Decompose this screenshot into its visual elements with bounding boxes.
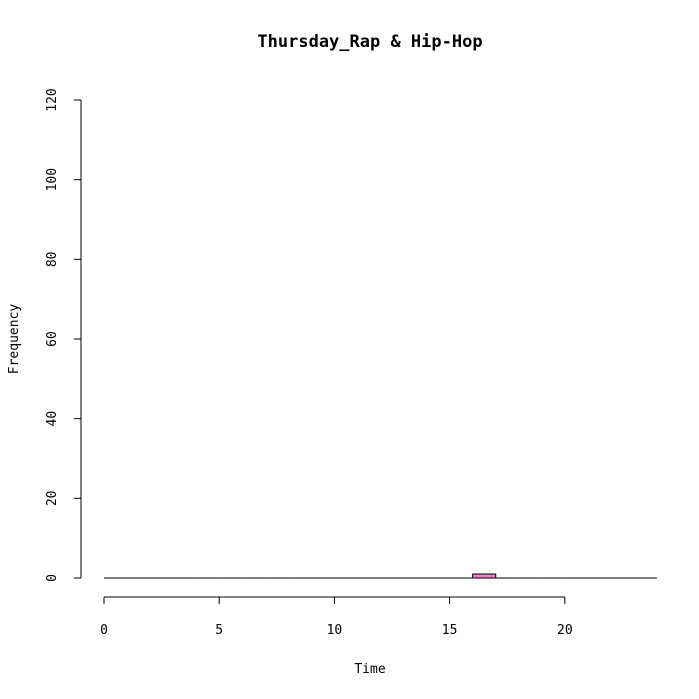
y-tick-label: 100 xyxy=(45,168,60,191)
y-tick-label: 80 xyxy=(45,252,60,268)
x-axis: 0 5 10 15 20 xyxy=(100,596,573,638)
x-tick-label: 20 xyxy=(557,623,573,638)
histogram-bar xyxy=(472,573,497,579)
y-axis: 0 20 40 60 80 100 120 xyxy=(45,88,82,582)
y-tick-label: 0 xyxy=(45,574,60,582)
x-tick-label: 10 xyxy=(327,623,343,638)
y-tick-label: 120 xyxy=(45,88,60,111)
chart-title: Thursday_Rap & Hip-Hop xyxy=(257,32,482,52)
y-tick-label: 60 xyxy=(45,331,60,347)
y-axis-title: Frequency xyxy=(7,304,22,375)
y-tick-label: 20 xyxy=(45,491,60,507)
x-tick-label: 5 xyxy=(215,623,223,638)
x-axis-title: Time xyxy=(354,662,385,677)
bars-group xyxy=(104,573,657,579)
x-tick-label: 15 xyxy=(442,623,458,638)
x-tick-label: 0 xyxy=(100,623,108,638)
y-tick-label: 40 xyxy=(45,411,60,427)
